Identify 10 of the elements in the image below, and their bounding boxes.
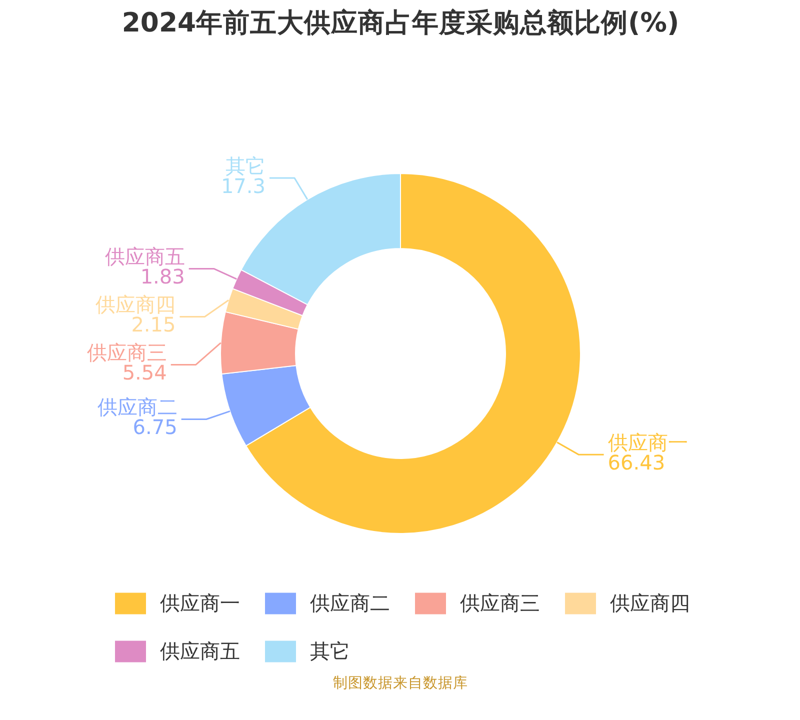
legend-label: 供应商三 bbox=[460, 590, 540, 616]
slice-label: 其它 bbox=[225, 154, 266, 178]
slice-label: 供应商一 bbox=[608, 430, 688, 455]
legend-label: 供应商四 bbox=[610, 590, 690, 616]
legend-label: 供应商二 bbox=[310, 590, 390, 616]
text: 制图数据来自数据库 bbox=[333, 674, 468, 692]
legend-label: 其它 bbox=[310, 638, 350, 664]
chart-title: 2024年前五大供应商占年度采购总额比例(%) bbox=[122, 8, 680, 38]
legend-label: 供应商一 bbox=[160, 590, 240, 616]
legend-label: 供应商五 bbox=[160, 638, 240, 664]
